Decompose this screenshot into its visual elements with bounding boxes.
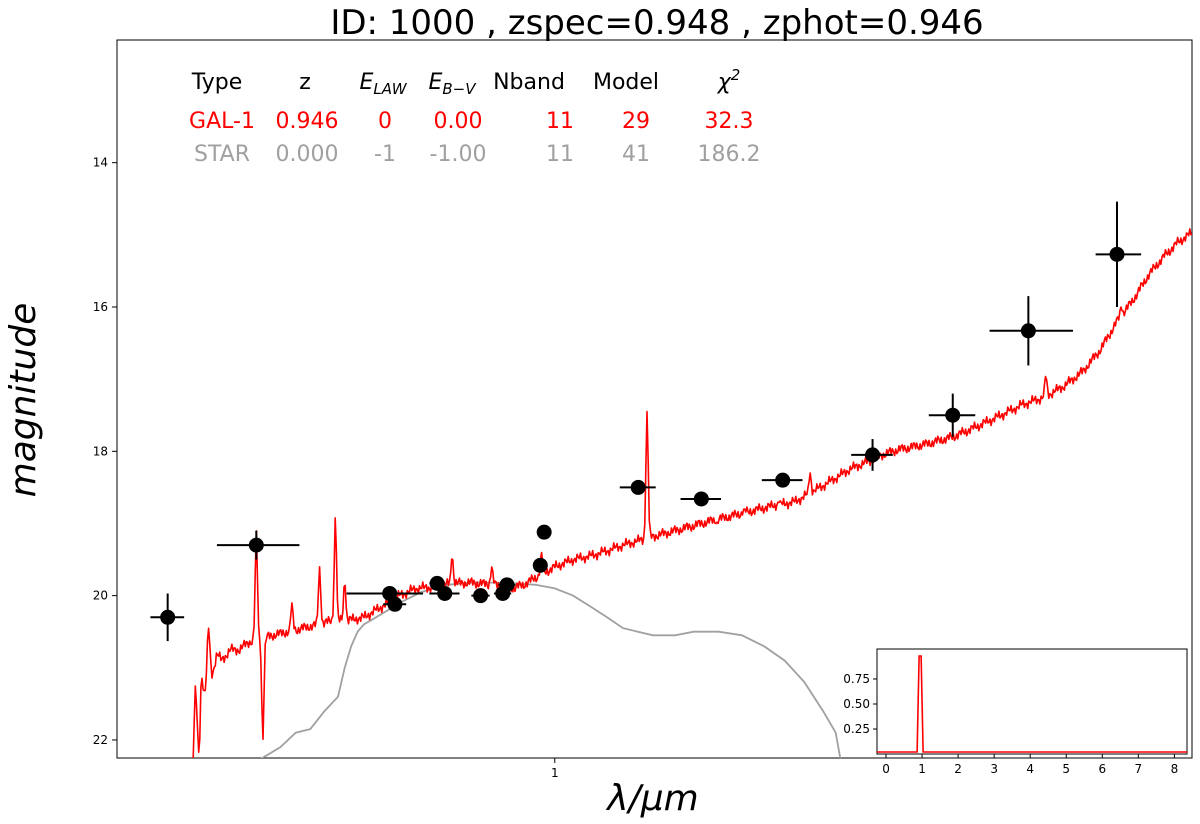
table-cell: 11 <box>546 142 574 167</box>
data-marker <box>473 588 489 604</box>
inset-x-tick-label: 4 <box>1026 762 1034 776</box>
data-marker <box>532 557 548 573</box>
data-point <box>471 588 490 604</box>
data-marker <box>437 585 453 601</box>
data-marker <box>865 447 881 463</box>
data-marker <box>499 577 515 593</box>
y-tick-label: 18 <box>93 444 108 458</box>
inset-x-tick-label: 7 <box>1135 762 1143 776</box>
x-axis-label: λ/μm <box>605 778 698 819</box>
y-tick-label: 16 <box>93 300 108 314</box>
y-tick-label: 20 <box>93 589 108 603</box>
data-point <box>216 530 300 560</box>
table-cell: 186.2 <box>698 142 761 167</box>
data-point <box>619 479 656 495</box>
data-point <box>536 524 552 540</box>
inset-x-tick-label: 3 <box>990 762 998 776</box>
plot-content <box>150 201 1192 758</box>
data-point <box>498 577 516 593</box>
table-cell: GAL-1 <box>189 109 255 134</box>
inset-x-tick-label: 2 <box>954 762 962 776</box>
table-cell: 29 <box>622 109 650 134</box>
inset-x-tick-label: 8 <box>1171 762 1179 776</box>
y-axis-label: magnitude <box>3 303 44 498</box>
table-header: Type <box>191 70 243 95</box>
data-point <box>150 593 185 642</box>
data-marker <box>248 537 264 553</box>
galaxy-model-line <box>192 228 1192 758</box>
data-point <box>851 439 893 471</box>
data-point <box>532 557 548 573</box>
table-cell: -1.00 <box>430 142 487 167</box>
table-cell: -1 <box>374 142 396 167</box>
chart-title: ID: 1000 , zspec=0.948 , zphot=0.946 <box>330 3 983 43</box>
data-marker <box>387 596 403 612</box>
inset-y-tick-label: 0.50 <box>843 697 870 711</box>
data-point <box>383 596 407 612</box>
data-marker <box>775 472 791 488</box>
table-cell: 0.946 <box>276 109 339 134</box>
table-header: z <box>299 70 311 95</box>
data-marker <box>536 524 552 540</box>
data-point <box>429 585 460 601</box>
y-tick-label: 22 <box>93 733 108 747</box>
table-cell: 0 <box>378 109 392 134</box>
x-tick-label: 1 <box>551 766 559 780</box>
data-marker <box>945 407 961 423</box>
inset-x-tick-label: 5 <box>1062 762 1070 776</box>
data-point <box>928 393 976 437</box>
inset-x-tick-label: 0 <box>882 762 890 776</box>
y-tick-label: 14 <box>93 156 108 170</box>
data-marker <box>1109 246 1125 262</box>
table-cell: 0.00 <box>434 109 483 134</box>
inset-y-tick-label: 0.25 <box>843 722 870 736</box>
table-header: Model <box>593 70 659 95</box>
table-cell: 32.3 <box>705 109 754 134</box>
inset-y-tick-label: 0.75 <box>843 672 870 686</box>
table-cell: 0.000 <box>276 142 339 167</box>
inset-x-tick-label: 1 <box>918 762 926 776</box>
data-point <box>989 296 1073 366</box>
photo-z-pdf-inset: 0 1 2 3 4 5 6 7 8 0.25 0.50 0.75 <box>843 648 1188 776</box>
table-cell: 41 <box>622 142 650 167</box>
data-point <box>761 472 803 488</box>
fit-result-table: Type z ELAW EB−V Nband Model χ2 GAL-1 0.946 0 0.00… <box>189 66 760 167</box>
plot-frame <box>116 39 1193 759</box>
data-marker <box>1020 323 1036 339</box>
star-model-line <box>260 581 842 758</box>
data-marker <box>160 609 176 625</box>
data-point <box>680 491 721 507</box>
data-marker <box>693 491 709 507</box>
inset-frame <box>876 648 1188 755</box>
inset-pdf-line <box>877 655 1187 753</box>
data-marker <box>630 479 646 495</box>
table-header: χ2 <box>717 66 741 95</box>
inset-x-tick-label: 6 <box>1098 762 1106 776</box>
table-header: Nband <box>493 70 565 95</box>
table-header: ELAW <box>359 70 407 98</box>
table-header: EB−V <box>428 70 477 98</box>
table-cell: STAR <box>194 142 250 167</box>
data-point <box>1095 201 1142 307</box>
table-cell: 11 <box>546 109 574 134</box>
